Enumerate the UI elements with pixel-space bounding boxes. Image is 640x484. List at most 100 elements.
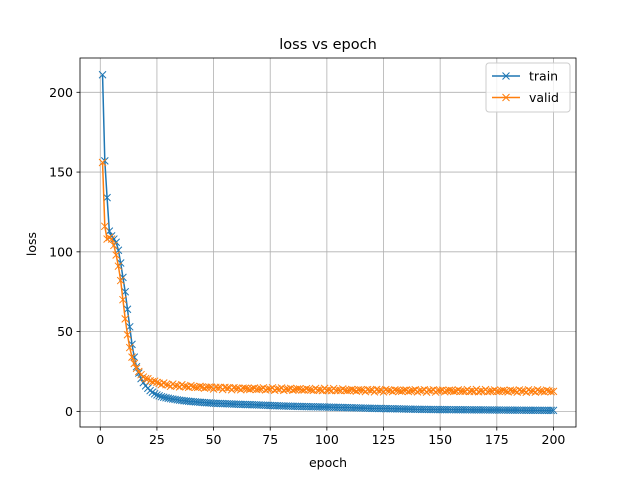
- y-tick-label: 200: [49, 85, 73, 100]
- valid-point: [393, 386, 401, 395]
- y-tick-label: 150: [49, 165, 73, 180]
- valid-point: [266, 385, 275, 394]
- valid-point: [164, 381, 173, 389]
- valid-point: [533, 386, 542, 394]
- train-point: [547, 406, 556, 415]
- valid-point: [110, 241, 118, 250]
- valid-point: [445, 386, 454, 395]
- valid-point: [232, 384, 241, 393]
- legend: train valid: [485, 62, 571, 113]
- valid-point: [409, 386, 417, 395]
- valid-point: [295, 385, 304, 393]
- valid-point: [241, 384, 250, 393]
- valid-point: [400, 386, 408, 395]
- valid-point: [347, 385, 356, 394]
- valid-point: [307, 385, 315, 394]
- valid-point: [116, 276, 125, 285]
- y-axis-label: loss: [24, 232, 39, 256]
- valid-point: [508, 386, 517, 395]
- x-tick-label: 150: [428, 432, 452, 447]
- x-tick-label: 100: [315, 432, 339, 447]
- valid-point: [205, 383, 213, 392]
- valid-point: [270, 386, 279, 395]
- legend-marker-train: [502, 72, 510, 80]
- valid-point: [449, 387, 458, 396]
- train-point: [159, 393, 168, 402]
- valid-point: [293, 385, 302, 393]
- valid-point: [264, 385, 272, 393]
- valid-point: [526, 387, 535, 396]
- valid-point: [191, 383, 200, 392]
- valid-point: [123, 330, 132, 339]
- valid-point: [98, 158, 107, 167]
- axes-frame: [79, 57, 577, 428]
- valid-point: [273, 385, 281, 393]
- valid-point: [302, 384, 311, 393]
- valid-point: [547, 387, 556, 396]
- y-tick-label: 100: [49, 244, 73, 259]
- x-tick-label: 200: [542, 432, 566, 447]
- x-tick-label: 125: [372, 432, 396, 447]
- x-tick-label: 0: [96, 432, 104, 447]
- valid-point: [404, 387, 413, 396]
- train-point: [150, 389, 159, 398]
- valid-point: [134, 367, 143, 376]
- valid-point: [173, 381, 182, 390]
- valid-point: [162, 380, 170, 389]
- train-point: [153, 391, 161, 399]
- valid-point: [486, 387, 494, 395]
- valid-point: [458, 387, 467, 395]
- x-tick-label: 175: [485, 432, 509, 447]
- valid-point: [289, 386, 297, 395]
- valid-point: [334, 386, 343, 395]
- valid-point: [107, 235, 116, 243]
- valid-point: [397, 387, 406, 396]
- valid-point: [150, 377, 159, 386]
- valid-point: [427, 386, 435, 395]
- valid-point: [223, 384, 232, 393]
- valid-point: [413, 388, 422, 396]
- train-point: [123, 305, 132, 314]
- valid-point: [495, 387, 503, 396]
- valid-point: [257, 385, 266, 393]
- valid-point: [499, 386, 508, 395]
- valid-point: [325, 386, 333, 394]
- train-point: [98, 70, 107, 79]
- valid-point: [200, 384, 209, 393]
- series-train: [98, 70, 558, 415]
- valid-point: [100, 222, 109, 231]
- valid-point: [338, 385, 347, 393]
- valid-point: [390, 386, 399, 394]
- valid-point: [119, 295, 127, 304]
- valid-point: [316, 385, 324, 394]
- y-tick-label: 0: [65, 404, 73, 419]
- series-valid: [98, 158, 558, 397]
- series-layer: [98, 70, 558, 415]
- x-axis-label: epoch: [309, 455, 347, 470]
- valid-point: [121, 314, 130, 323]
- train-point: [110, 235, 118, 243]
- train-point: [155, 391, 164, 400]
- y-axis-ticks: 0 50 100 150 200: [49, 85, 80, 419]
- valid-point: [141, 374, 150, 383]
- valid-point: [298, 386, 306, 394]
- valid-point: [520, 386, 528, 395]
- valid-point: [517, 387, 526, 395]
- valid-point: [436, 386, 445, 395]
- legend-entry-valid: valid: [492, 90, 559, 105]
- valid-point: [468, 387, 476, 395]
- chart-title: loss vs epoch: [279, 37, 377, 53]
- valid-point: [549, 387, 558, 396]
- x-tick-label: 50: [206, 432, 222, 447]
- valid-point: [384, 386, 392, 395]
- valid-point: [343, 386, 352, 395]
- valid-point: [511, 387, 519, 395]
- valid-point: [112, 251, 120, 259]
- valid-point: [490, 386, 499, 394]
- valid-point: [196, 382, 204, 391]
- train-point: [157, 392, 166, 401]
- valid-point: [275, 385, 284, 394]
- valid-point: [477, 387, 485, 395]
- valid-point: [187, 381, 195, 390]
